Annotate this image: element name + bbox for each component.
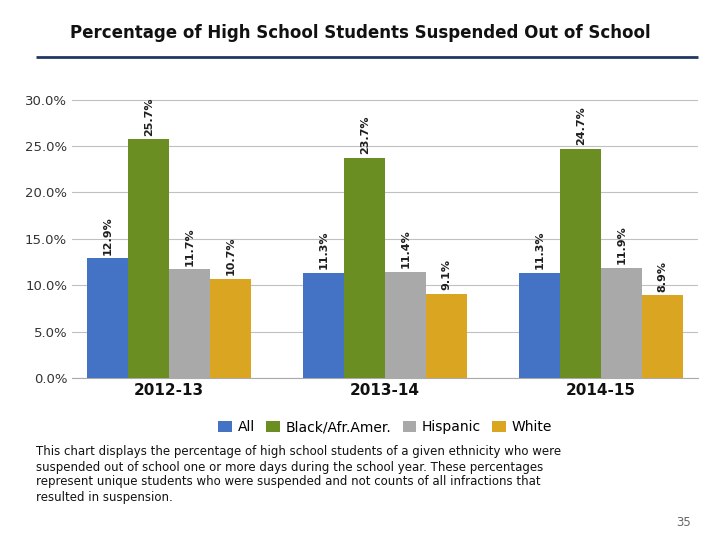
Text: 35: 35 [677,516,691,529]
Bar [128,139,169,378]
Text: Percentage of High School Students Suspended Out of School: Percentage of High School Students Suspe… [70,24,650,42]
Text: 11.7%: 11.7% [185,227,194,266]
Text: 8.9%: 8.9% [658,261,667,292]
Bar [601,267,642,378]
Text: 11.4%: 11.4% [401,230,410,268]
Text: 23.7%: 23.7% [360,116,369,154]
Legend: All, Black/Afr.Amer., Hispanic, White: All, Black/Afr.Amer., Hispanic, White [213,415,557,440]
Text: 11.9%: 11.9% [617,225,626,264]
Text: 10.7%: 10.7% [226,237,235,275]
Text: This chart displays the percentage of high school students of a given ethnicity : This chart displays the percentage of hi… [36,446,561,503]
Text: 11.3%: 11.3% [535,231,544,269]
Text: 25.7%: 25.7% [144,97,153,136]
Text: 24.7%: 24.7% [576,106,585,145]
Bar [303,273,344,378]
Bar [385,272,426,378]
Text: 12.9%: 12.9% [103,216,112,254]
Bar [210,279,251,378]
Text: 11.3%: 11.3% [319,231,328,269]
Bar [169,269,210,378]
Bar [642,295,683,378]
Bar [519,273,560,378]
Bar [87,258,128,378]
Text: 9.1%: 9.1% [442,259,451,290]
Bar [344,158,385,378]
Bar [426,294,467,378]
Bar [560,148,601,378]
